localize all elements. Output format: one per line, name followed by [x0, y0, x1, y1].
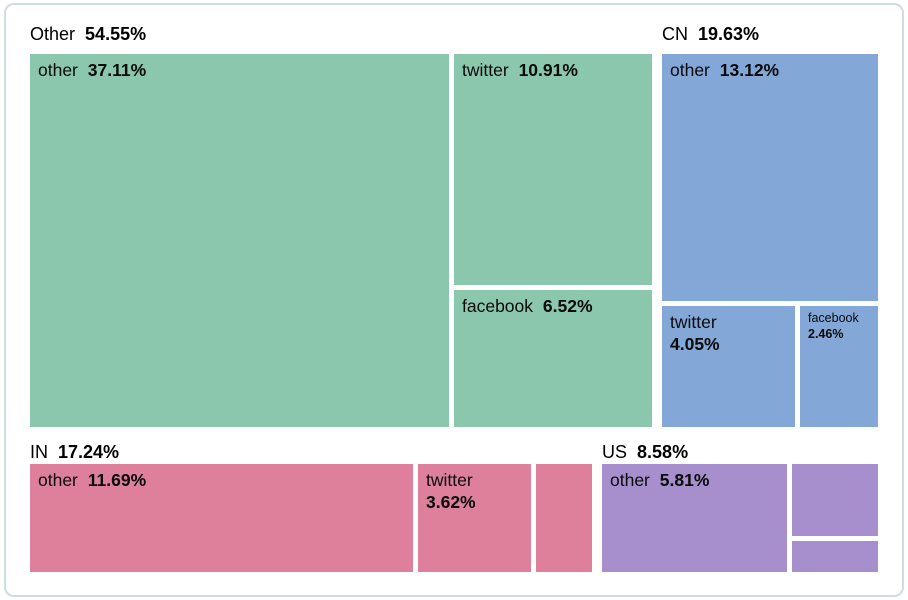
cell-percent: 10.91%	[518, 60, 578, 80]
group-label-cn: CN 19.63%	[662, 23, 759, 45]
cell-percent: 11.69%	[87, 470, 147, 490]
cell-name: facebook	[808, 311, 859, 325]
treemap-cell-us-other[interactable]: other 5.81%	[602, 464, 787, 572]
treemap-cell-in-twitter[interactable]: twitter 3.62%	[418, 464, 531, 572]
cell-name: twitter	[670, 312, 717, 332]
cell-percent: 5.81%	[659, 470, 710, 490]
cell-percent: 4.05%	[670, 334, 720, 354]
cell-name: other	[38, 470, 78, 490]
cell-percent: 37.11%	[87, 60, 147, 80]
treemap-cell-in-other[interactable]: other 11.69%	[30, 464, 413, 572]
treemap-cell-other-twitter[interactable]: twitter 10.91%	[454, 54, 652, 285]
group-percent: 19.63%	[698, 24, 760, 44]
group-label-in: IN 17.24%	[30, 441, 119, 463]
treemap-cell-other-facebook[interactable]: facebook 6.52%	[454, 290, 652, 427]
group-name: US	[602, 442, 628, 462]
cell-name: twitter	[426, 470, 473, 490]
group-name: Other	[30, 24, 76, 44]
group-label-other: Other 54.55%	[30, 23, 146, 45]
group-name: IN	[30, 442, 48, 462]
group-label-us: US 8.58%	[602, 441, 688, 463]
cell-percent: 6.52%	[542, 296, 593, 316]
cell-name: other	[670, 60, 710, 80]
cell-name: other	[38, 60, 78, 80]
cell-percent: 3.62%	[426, 492, 476, 512]
group-percent: 54.55%	[85, 24, 147, 44]
group-percent: 8.58%	[637, 442, 689, 462]
cell-percent: 2.46%	[808, 327, 844, 341]
cell-name: facebook	[462, 296, 534, 316]
cell-name: other	[610, 470, 650, 490]
treemap-cell-cn-twitter[interactable]: twitter 4.05%	[662, 306, 795, 427]
treemap-cell-us-unlabeled-2[interactable]	[792, 541, 878, 572]
treemap-cell-other-other[interactable]: other 37.11%	[30, 54, 449, 427]
group-percent: 17.24%	[58, 442, 120, 462]
cell-percent: 13.12%	[719, 60, 780, 80]
treemap-cell-in-unlabeled[interactable]	[536, 464, 592, 572]
cell-name: twitter	[462, 60, 509, 80]
group-name: CN	[662, 24, 688, 44]
treemap-cell-cn-other[interactable]: other 13.12%	[662, 54, 878, 301]
treemap-cell-us-unlabeled-1[interactable]	[792, 464, 878, 536]
treemap-cell-cn-facebook[interactable]: facebook 2.46%	[800, 306, 878, 427]
